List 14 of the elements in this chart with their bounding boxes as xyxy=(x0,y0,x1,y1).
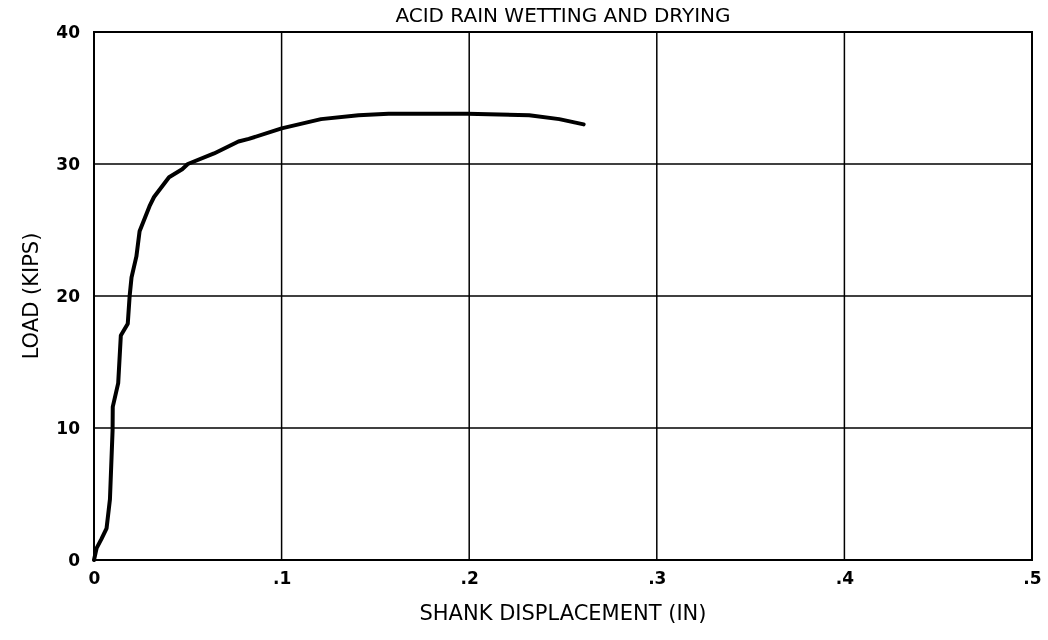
y-tick-label: 20 xyxy=(56,285,81,306)
x-axis-title: SHANK DISPLACEMENT (IN) xyxy=(419,601,707,625)
x-tick-label: .5 xyxy=(1023,568,1042,589)
x-tick-label: .2 xyxy=(460,568,479,589)
y-tick-label: 40 xyxy=(56,21,81,42)
x-tick-label: .3 xyxy=(648,568,667,589)
y-tick-label: 30 xyxy=(56,153,81,174)
x-tick-label: 0 xyxy=(88,568,101,589)
y-tick-label: 10 xyxy=(56,417,81,438)
y-axis-title: LOAD (KIPS) xyxy=(19,232,43,360)
x-tick-label: .1 xyxy=(272,568,292,589)
x-tick-label: .4 xyxy=(835,568,855,589)
chart-title: ACID RAIN WETTING AND DRYING xyxy=(395,3,731,27)
y-tick-label: 0 xyxy=(68,549,81,570)
